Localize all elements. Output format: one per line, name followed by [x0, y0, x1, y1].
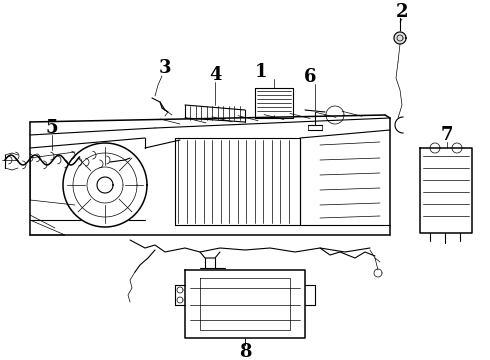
Text: 5: 5: [46, 119, 58, 137]
Text: 6: 6: [304, 68, 316, 86]
Polygon shape: [394, 32, 406, 44]
Polygon shape: [63, 143, 147, 227]
Text: 2: 2: [396, 3, 408, 21]
Text: 3: 3: [159, 59, 171, 77]
Text: 1: 1: [255, 63, 267, 81]
Text: 7: 7: [441, 126, 453, 144]
Text: 4: 4: [209, 66, 221, 84]
Text: 8: 8: [239, 343, 251, 360]
